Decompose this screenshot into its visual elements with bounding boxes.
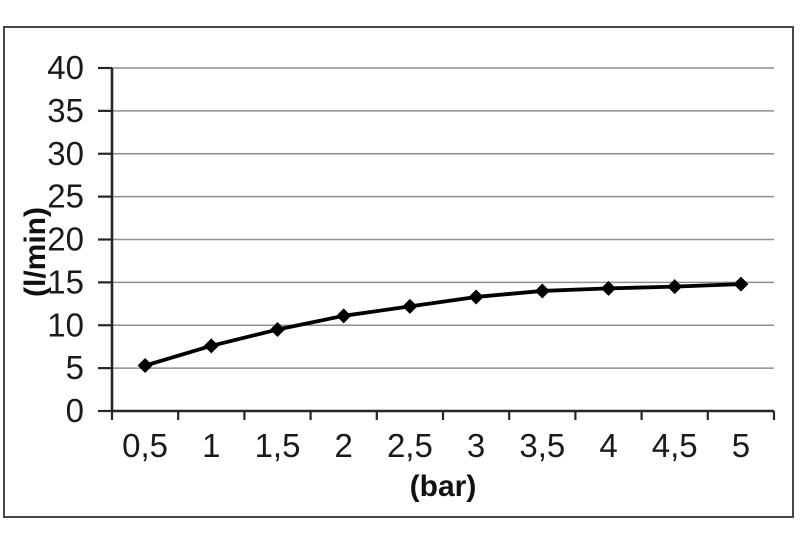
chart-frame: 0 5 10 15 20 25 30 35 40 0,5 1 1,5 2 2,5 3 3,5 4 4,5 5 (l/…: [3, 26, 794, 518]
data-point-marker: [733, 276, 749, 292]
y-tick-label: 0: [66, 392, 84, 429]
y-tick-label: 10: [47, 306, 84, 343]
y-tick-label: 20: [47, 221, 84, 258]
x-tick-label: 1,5: [255, 427, 301, 464]
x-tick-label: 0,5: [122, 427, 168, 464]
y-tick-label: 5: [66, 349, 84, 386]
x-tick-label: 5: [732, 427, 750, 464]
data-point-marker: [402, 298, 418, 314]
data-point-marker: [468, 289, 484, 305]
series-line: [143, 282, 743, 368]
data-point-marker: [137, 358, 153, 374]
data-point-marker: [534, 283, 550, 299]
y-tick-label: 40: [47, 49, 84, 86]
flow-vs-pressure-plot: 0 5 10 15 20 25 30 35 40 0,5 1 1,5 2 2,5 3 3,5 4 4,5 5: [47, 49, 776, 464]
y-tick-label: 15: [47, 263, 84, 300]
x-tick-label: 3: [467, 427, 485, 464]
x-tick-label: 3,5: [519, 427, 565, 464]
data-point-marker: [203, 338, 219, 354]
data-point-marker: [601, 280, 616, 296]
y-axis-title: (l/min): [19, 207, 52, 297]
x-tick-label: 2: [335, 427, 353, 464]
x-tick-label: 1: [202, 427, 220, 464]
data-point-marker: [667, 279, 683, 295]
y-tick-label: 25: [47, 178, 84, 215]
x-tick-label: 4,5: [652, 427, 698, 464]
x-tick-label: 2,5: [387, 427, 433, 464]
data-point-marker: [270, 322, 285, 338]
y-tick-label: 35: [47, 92, 84, 129]
data-point-marker: [336, 308, 352, 324]
x-tick-label: 4: [599, 427, 617, 464]
y-tick-label: 30: [47, 135, 84, 172]
x-axis-title: (bar): [409, 470, 477, 503]
